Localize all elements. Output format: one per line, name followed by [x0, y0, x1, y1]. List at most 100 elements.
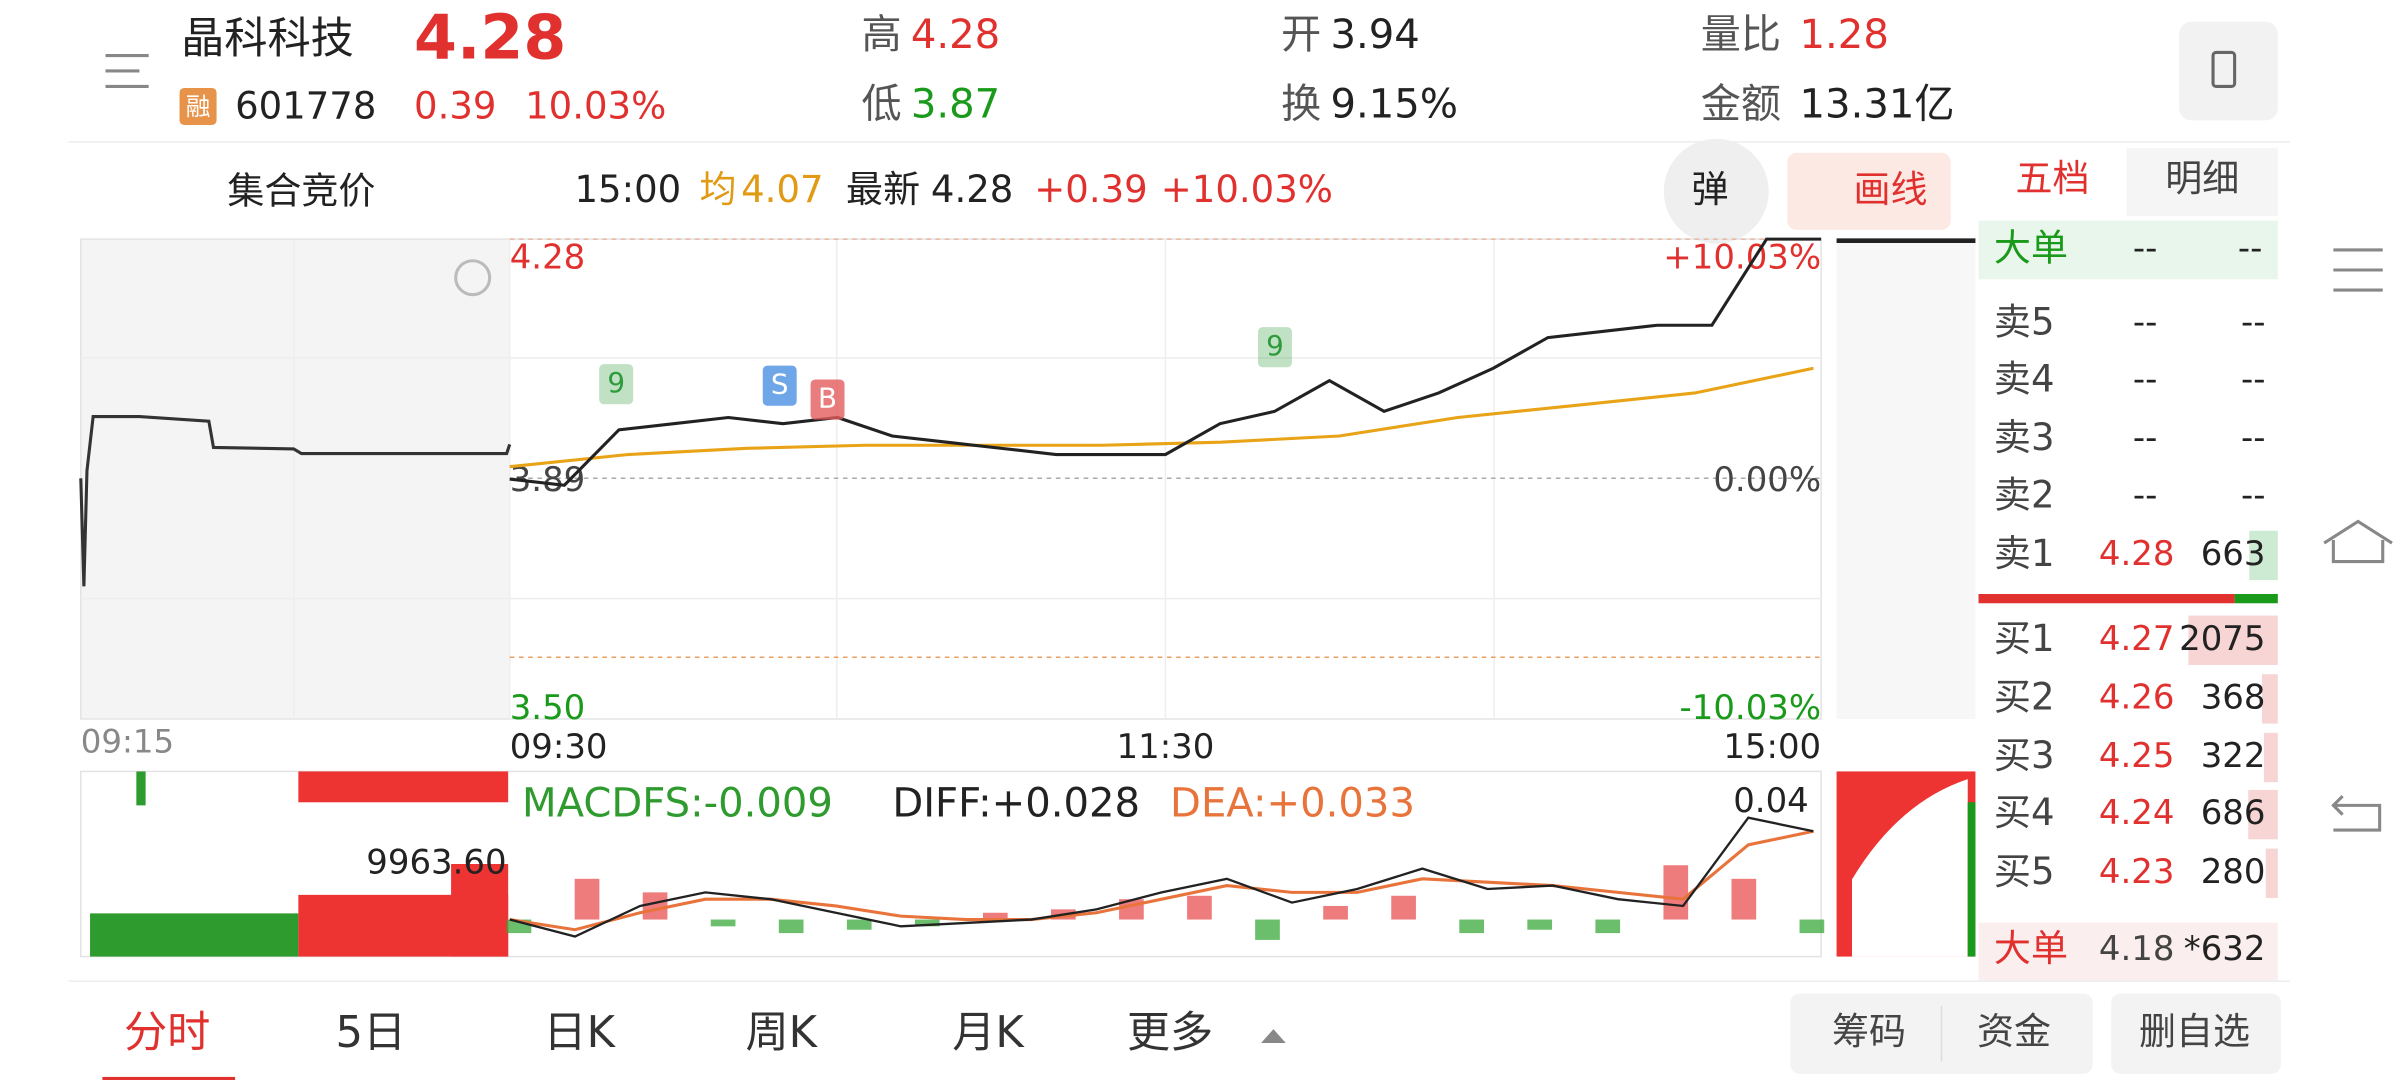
- book-label: 卖3: [1994, 416, 2055, 459]
- tab[interactable]: 5日: [336, 1008, 407, 1058]
- side-bg: [1836, 239, 1976, 719]
- macd-bar: [642, 892, 668, 920]
- macd-bar: [1187, 895, 1212, 920]
- macd-bar: [1799, 919, 1825, 934]
- label: 换: [1281, 81, 1321, 127]
- volume-bar: [2188, 615, 2278, 665]
- value: 9.15%: [1331, 81, 1458, 127]
- big-price: 4.18: [2099, 929, 2175, 969]
- marker[interactable]: B: [818, 382, 837, 415]
- dea-label: DEA:+0.033: [1170, 780, 1415, 826]
- button[interactable]: 资金: [1977, 1010, 2051, 1053]
- book-label: 买5: [1994, 850, 2055, 893]
- pct-label: 0.00%: [1713, 460, 1821, 500]
- last-label: 最新: [846, 168, 920, 211]
- premarket-volume: [90, 771, 509, 957]
- menu-icon[interactable]: [105, 54, 149, 88]
- book-price: --: [2133, 475, 2158, 515]
- pct-label: -10.03%: [1679, 688, 1821, 728]
- label: 金额: [1701, 81, 1781, 127]
- dea-line: [509, 829, 1814, 932]
- plot: 9 S B 9: [506, 237, 1825, 940]
- macd-bar: [982, 912, 1008, 920]
- premarket-bg: [80, 239, 510, 719]
- time-label: 15:00: [1723, 727, 1821, 767]
- book-vol: --: [2241, 302, 2266, 342]
- premarket-line: [79, 415, 512, 587]
- nav-icons[interactable]: [2323, 248, 2393, 832]
- marker[interactable]: 9: [607, 366, 625, 399]
- volume-label: 9963.60: [366, 843, 506, 883]
- avg-line: [509, 366, 1814, 469]
- book-price: --: [2133, 302, 2158, 342]
- book-vol: 663: [2201, 534, 2266, 574]
- book-price: 4.23: [2099, 852, 2175, 892]
- macd-bar: [1255, 919, 1280, 940]
- macd-frame: [80, 770, 1822, 958]
- book-price: 4.26: [2099, 677, 2175, 717]
- book-tab[interactable]: 五档: [2016, 157, 2090, 200]
- label: 低: [861, 81, 901, 127]
- avg-label: 均: [699, 168, 736, 211]
- tab[interactable]: 更多: [1127, 1008, 1213, 1058]
- book-price: --: [2133, 418, 2158, 458]
- book-vol: 368: [2201, 677, 2266, 717]
- book-label: 卖2: [1994, 473, 2055, 516]
- book-tab[interactable]: 明细: [2165, 157, 2239, 200]
- value: 4.28: [911, 12, 1000, 58]
- ratio-bar: [1978, 594, 2235, 604]
- last: 4.28: [931, 168, 1013, 211]
- book-vol: 686: [2201, 793, 2266, 833]
- time-label: 11:30: [1117, 727, 1215, 767]
- value: 3.94: [1331, 12, 1420, 58]
- tab[interactable]: 日K: [543, 1008, 616, 1058]
- big-label: 大单: [1994, 226, 2068, 269]
- macd-top: 0.04: [1733, 781, 1809, 821]
- macd-label: MACDFS:-0.009: [522, 780, 833, 826]
- button[interactable]: 筹码: [1832, 1010, 1906, 1053]
- marker-bg: [1258, 327, 1292, 368]
- avg: 4.07: [741, 168, 823, 211]
- more-arrow[interactable]: [1261, 1029, 1286, 1043]
- button-bg: [2111, 993, 2281, 1074]
- macd-bar: [914, 919, 940, 927]
- tab[interactable]: 分时: [124, 1008, 210, 1058]
- button[interactable]: 删自选: [2139, 1010, 2250, 1053]
- change: 0.39: [414, 85, 496, 128]
- label: 量比: [1701, 12, 1781, 58]
- big-label: 大单: [1994, 927, 2068, 970]
- popup-text: 弹: [1692, 168, 1729, 211]
- y-label: 4.28: [510, 238, 586, 278]
- volume-bar: [2248, 789, 2278, 840]
- book-price: 4.27: [2099, 619, 2175, 659]
- time-label: 09:30: [510, 727, 608, 767]
- popup-button[interactable]: 弹: [1663, 138, 1769, 244]
- price: 4.28: [414, 2, 566, 74]
- tag: 融: [186, 92, 211, 121]
- side-volume: [1836, 771, 1976, 957]
- time-label: 09:15: [81, 723, 174, 761]
- macd-bar: [1731, 878, 1757, 920]
- label: 高: [861, 12, 901, 58]
- book-price: 4.25: [2099, 736, 2175, 776]
- book-vol: 2075: [2179, 619, 2265, 659]
- macd-bar: [710, 919, 736, 927]
- tabs: 分时 5日 日K 周K 月K 更多: [124, 1008, 1213, 1058]
- book-label: 卖1: [1994, 532, 2055, 575]
- tab[interactable]: 周K: [745, 1008, 818, 1058]
- marker-bg: [810, 379, 845, 420]
- diff-label: DIFF:+0.028: [892, 780, 1140, 826]
- phone-button[interactable]: [2179, 21, 2278, 121]
- tab[interactable]: 月K: [952, 1008, 1025, 1058]
- marker[interactable]: 9: [1266, 329, 1284, 362]
- big-bg: [1978, 922, 2278, 982]
- book-vol: --: [2241, 360, 2266, 400]
- stock-name: 晶科科技: [181, 14, 354, 64]
- pct: 10.03%: [525, 85, 666, 128]
- draw-button[interactable]: 画线: [1787, 152, 1951, 230]
- volume-bar: [2265, 848, 2278, 898]
- help-icon[interactable]: [454, 259, 492, 297]
- marker[interactable]: S: [771, 368, 789, 401]
